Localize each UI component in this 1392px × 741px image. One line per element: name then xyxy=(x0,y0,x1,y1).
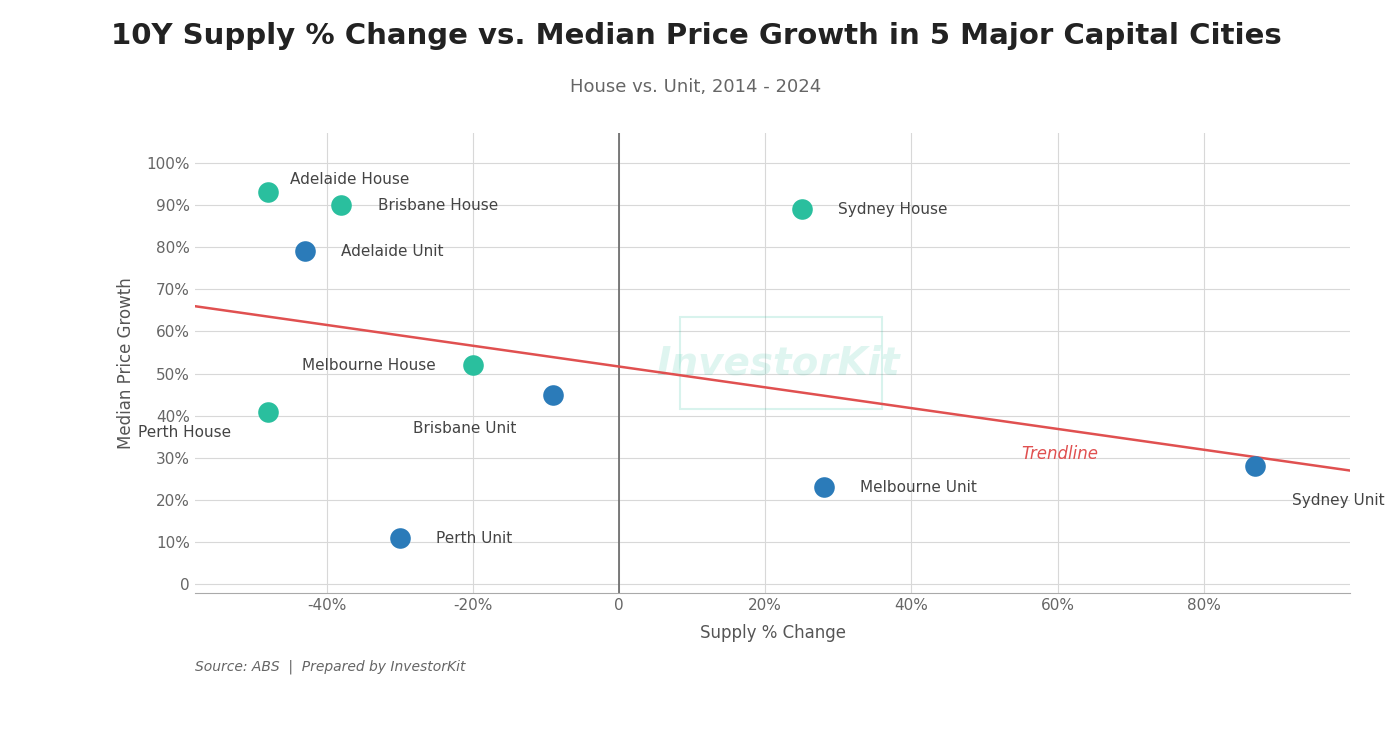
Text: Melbourne Unit: Melbourne Unit xyxy=(860,480,977,495)
Text: Sydney Unit: Sydney Unit xyxy=(1292,493,1385,508)
Text: Perth Unit: Perth Unit xyxy=(436,531,512,545)
Text: Adelaide House: Adelaide House xyxy=(290,172,409,187)
Point xyxy=(1244,460,1267,472)
Point xyxy=(258,187,280,199)
Point xyxy=(258,405,280,417)
Text: InvestorKit: InvestorKit xyxy=(657,344,901,382)
Text: 10Y Supply % Change vs. Median Price Growth in 5 Major Capital Cities: 10Y Supply % Change vs. Median Price Gro… xyxy=(110,22,1282,50)
Text: Brisbane House: Brisbane House xyxy=(377,198,498,213)
Y-axis label: Median Price Growth: Median Price Growth xyxy=(117,277,135,449)
Text: Sydney House: Sydney House xyxy=(838,202,948,217)
Text: Adelaide Unit: Adelaide Unit xyxy=(341,244,444,259)
Point xyxy=(462,359,484,371)
Point xyxy=(330,199,352,211)
Text: Source: ABS  |  Prepared by InvestorKit: Source: ABS | Prepared by InvestorKit xyxy=(195,659,465,674)
Point xyxy=(541,389,564,401)
Point xyxy=(388,532,411,544)
X-axis label: Supply % Change: Supply % Change xyxy=(700,624,845,642)
Point xyxy=(791,203,813,215)
Point xyxy=(813,482,835,494)
Text: Brisbane Unit: Brisbane Unit xyxy=(413,421,516,436)
Text: Melbourne House: Melbourne House xyxy=(302,358,436,373)
Point xyxy=(294,245,316,257)
Text: Trendline: Trendline xyxy=(1022,445,1098,463)
Text: House vs. Unit, 2014 - 2024: House vs. Unit, 2014 - 2024 xyxy=(571,78,821,96)
Text: Perth House: Perth House xyxy=(138,425,231,440)
